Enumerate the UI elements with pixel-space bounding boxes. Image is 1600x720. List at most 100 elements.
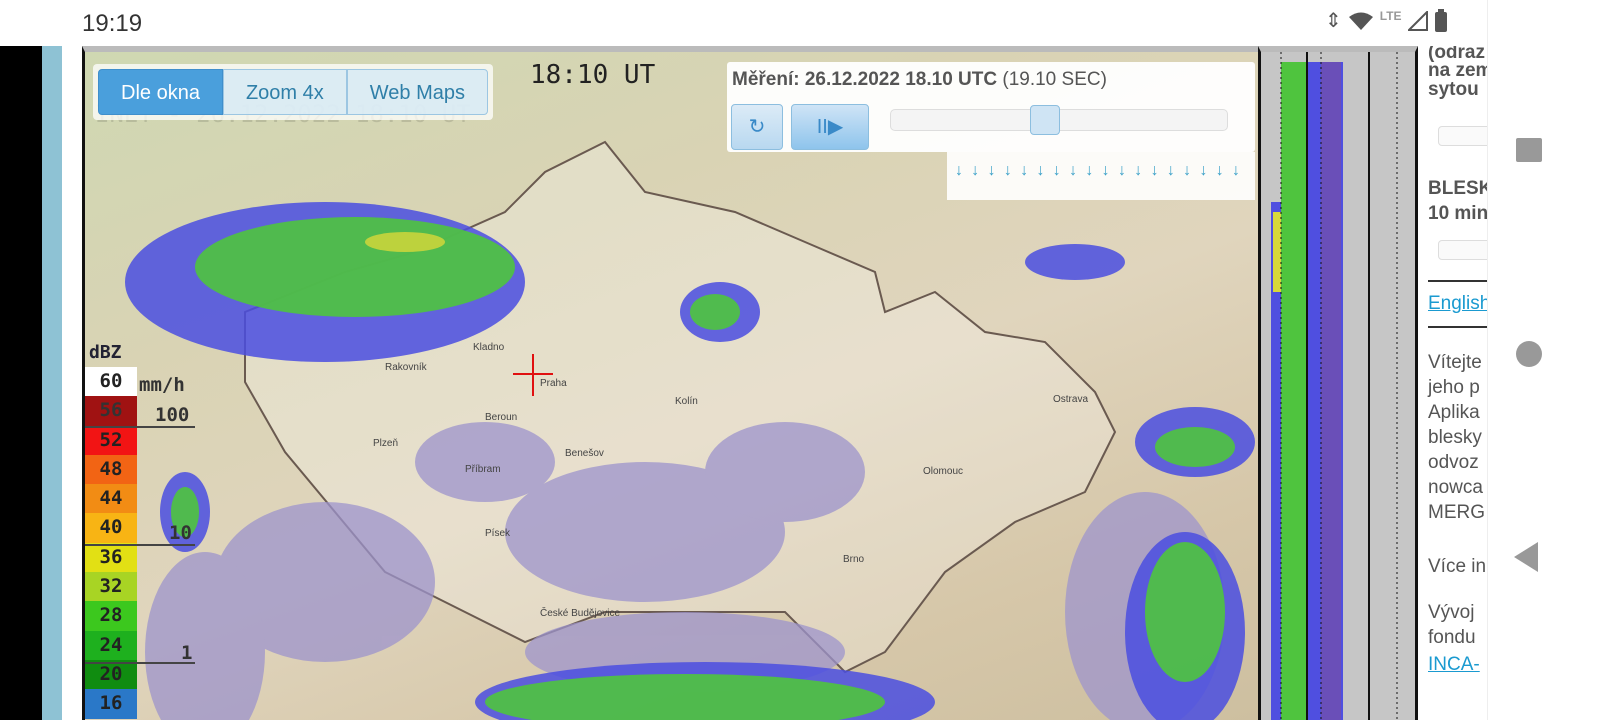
english-link[interactable]: English <box>1428 293 1487 314</box>
city-label: Plzeň <box>373 438 399 449</box>
legend-cell: 20 <box>85 659 137 690</box>
battery-icon <box>1434 8 1447 32</box>
home-icon[interactable] <box>1516 341 1542 367</box>
back-icon[interactable] <box>1514 542 1540 572</box>
radar-overlay <box>125 140 1255 720</box>
divider <box>1428 326 1487 328</box>
wifi-icon <box>1348 12 1373 30</box>
timeline-tick[interactable]: ↓ <box>955 162 963 179</box>
city-label: Rakovník <box>385 362 427 373</box>
data-arrows-icon: ⇕ <box>1325 10 1342 32</box>
play-pause-button[interactable]: II▶ <box>791 104 869 150</box>
text-line: MERG <box>1428 502 1485 523</box>
layer-slider-2[interactable] <box>1438 240 1487 260</box>
map-timestamp: 18:10 UT <box>530 60 656 90</box>
text-line: Aplika <box>1428 402 1480 423</box>
rain-mark-line <box>85 426 195 428</box>
text-line: Vítejte <box>1428 352 1482 373</box>
measurement-controls: Měření: 26.12.2022 18.10 UTC (19.10 SEC)… <box>727 62 1255 152</box>
text-line: na zem <box>1428 60 1487 81</box>
legend-unit: dBZ <box>89 342 122 363</box>
timeline-tick[interactable]: ↓ <box>1069 162 1078 179</box>
time-slider[interactable] <box>890 105 1228 135</box>
dbz-legend: dBZ 60 56 52 48 44 40 36 32 28 24 20 16 <box>85 338 137 719</box>
legend-cell: 40 <box>85 513 137 543</box>
tab-web-maps[interactable]: Web Maps <box>346 69 488 115</box>
text-line: nowca <box>1428 477 1483 498</box>
city-label: Kolín <box>675 396 698 407</box>
refresh-button[interactable]: ↻ <box>731 104 783 150</box>
timeline-tick[interactable]: ↓ <box>1020 162 1029 179</box>
city-label: České Budějovice <box>540 608 621 619</box>
city-label: Kladno <box>473 342 505 353</box>
timeline-tick[interactable]: ↓ <box>1036 162 1045 179</box>
text-line: sytou <box>1428 79 1479 100</box>
legend-cell: 36 <box>85 542 137 573</box>
divider <box>1428 280 1487 282</box>
legend-cell: 24 <box>85 630 137 660</box>
recents-icon[interactable] <box>1516 138 1542 162</box>
text-line: BLESK <box>1428 178 1487 199</box>
timeline-tick[interactable]: ↓ <box>971 162 980 179</box>
android-nav-bar <box>1487 0 1600 720</box>
timeline-tick[interactable]: ↓ <box>1052 162 1061 179</box>
timeline-tick[interactable]: ↓ <box>1085 162 1094 179</box>
vertical-profile-panel <box>1258 46 1418 720</box>
timeline-tick[interactable]: ↓ <box>1003 162 1012 179</box>
text-line: Vývoj <box>1428 602 1475 623</box>
clock: 19:19 <box>82 10 143 37</box>
refresh-icon: ↻ <box>748 116 766 138</box>
rain-mark-10: 10 <box>169 522 192 544</box>
legend-cell: 32 <box>85 572 137 602</box>
text-line: fondu <box>1428 627 1476 648</box>
timeline-ticks: ↓ ↓ ↓ ↓ ↓ ↓ ↓ ↓ ↓ ↓ ↓ ↓ ↓ ↓ ↓ ↓ ↓ ↓ <box>947 152 1255 200</box>
timeline-tick[interactable]: ↓ <box>1215 162 1224 179</box>
rain-mark-100: 100 <box>155 404 190 426</box>
measurement-label: Měření: 26.12.2022 18.10 UTC <box>732 69 998 90</box>
signal-icon <box>1407 10 1428 31</box>
legend-cell: 44 <box>85 484 137 514</box>
rain-mark-line <box>85 662 195 664</box>
text-line: blesky <box>1428 427 1482 448</box>
layer-slider-1[interactable] <box>1438 126 1487 146</box>
city-label: Příbram <box>465 464 501 475</box>
left-panel-edge <box>42 46 62 720</box>
legend-cell: 28 <box>85 601 137 631</box>
city-label: Brno <box>843 554 865 565</box>
timeline-tick[interactable]: ↓ <box>987 162 996 179</box>
timeline-tick[interactable]: ↓ <box>1101 162 1110 179</box>
timeline-tick[interactable]: ↓ <box>1183 162 1192 179</box>
legend-cell: 60 <box>85 367 137 397</box>
city-label: Písek <box>485 528 511 539</box>
timeline-tick[interactable]: ↓ <box>1117 162 1126 179</box>
rain-mark-1: 1 <box>181 642 193 664</box>
legend-cell: 56 <box>85 396 137 426</box>
lte-label: LTE <box>1379 8 1402 23</box>
timeline-tick[interactable]: ↓ <box>1166 162 1175 179</box>
tab-zoom-4x[interactable]: Zoom 4x <box>222 69 347 115</box>
left-edge <box>0 46 42 720</box>
status-bar: 19:19 ⇕ LTE <box>0 0 1487 46</box>
city-label: Olomouc <box>923 466 964 477</box>
timeline-tick[interactable]: ↓ <box>1199 162 1208 179</box>
info-text-column: (odraz na zem sytou BLESK 10 min English… <box>1418 46 1487 720</box>
text-line: odvoz <box>1428 452 1479 473</box>
legend-cell: 16 <box>85 689 137 719</box>
inca-link[interactable]: INCA- <box>1428 654 1480 675</box>
city-label: Praha <box>540 378 567 389</box>
rain-unit: mm/h <box>139 374 185 396</box>
city-label: Benešov <box>565 448 604 459</box>
city-label: Beroun <box>485 412 518 423</box>
timeline-tick[interactable]: ↓ <box>1150 162 1159 179</box>
timeline-tick[interactable]: ↓ <box>1134 162 1143 179</box>
tab-dle-okna[interactable]: Dle okna <box>98 69 223 115</box>
legend-cell: 48 <box>85 454 137 485</box>
slider-thumb[interactable] <box>1030 105 1060 135</box>
timeline-tick[interactable]: ↓ <box>1232 162 1241 179</box>
radar-map[interactable]: 18:10 UT INET - 26.12.2022 18:10 UT Dle … <box>82 46 1258 720</box>
text-line: Více in <box>1428 556 1487 577</box>
crosshair-marker <box>513 354 553 396</box>
local-time: (19.10 SEC) <box>1002 69 1107 90</box>
text-line: 10 min <box>1428 203 1487 224</box>
rain-mark-line <box>85 544 195 546</box>
